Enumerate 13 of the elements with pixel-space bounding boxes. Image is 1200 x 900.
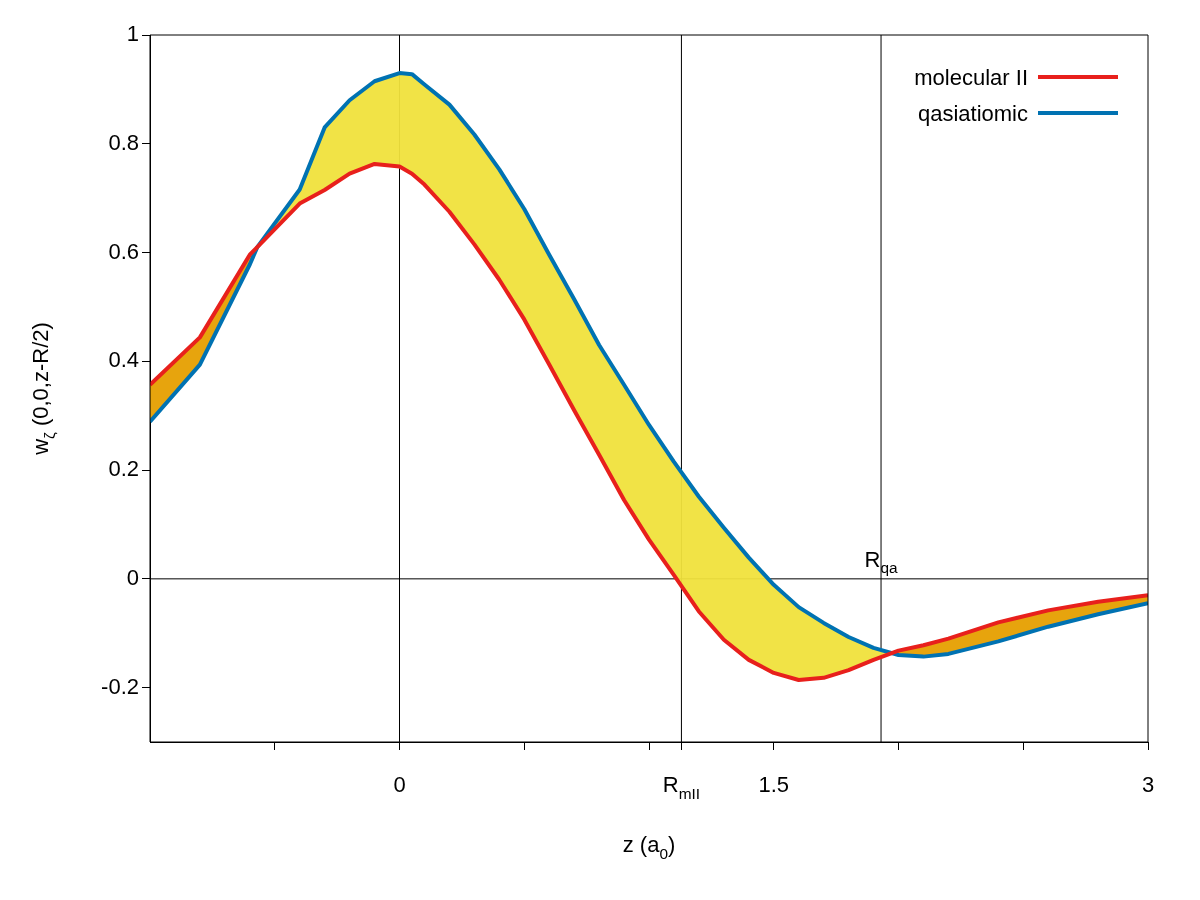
y-axis-title: wζ (0,0,z-R/2) [28,322,58,456]
y-tick-label: 0.6 [108,238,139,264]
x-tick-label: 3 [1141,772,1155,797]
y-tick-label: 0.4 [108,347,139,373]
y-tick-label: 0.8 [108,129,139,155]
x-tick-label: 1.5 [758,772,790,797]
y-tick-label: 0 [126,564,139,590]
legend-label: qasiatiomic [917,101,1028,126]
x-tick-label: 0 [393,772,406,797]
y-tick-label: 0.2 [108,456,139,482]
y-tick-label: -0.2 [101,673,139,699]
legend-label: molecular II [914,65,1029,90]
y-tick-label: 1 [126,21,139,47]
